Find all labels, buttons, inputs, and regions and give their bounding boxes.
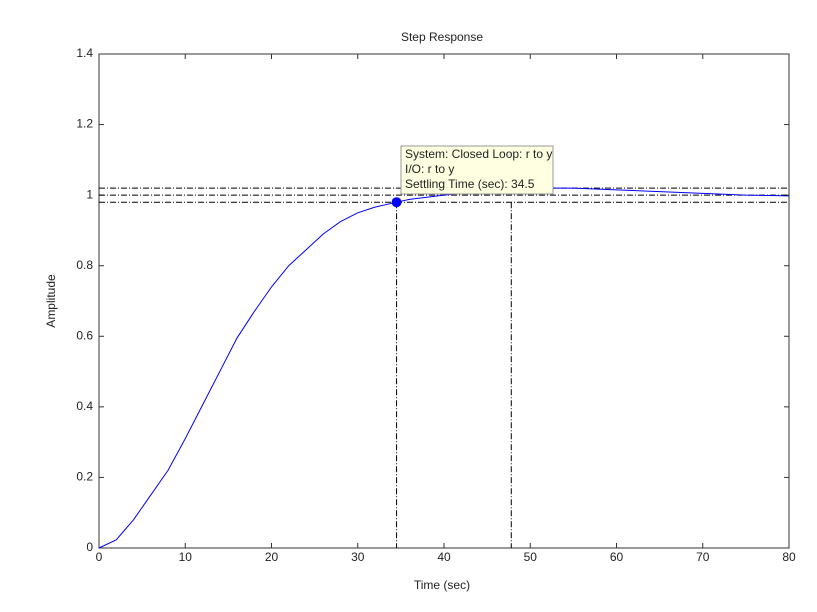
y-tick-label: 1.4 <box>76 46 93 60</box>
x-tick-label: 60 <box>610 550 624 564</box>
y-tick-label: 0.8 <box>76 258 93 272</box>
data-tip-text: Settling Time (sec): 34.5 <box>405 177 535 191</box>
x-tick-label: 30 <box>351 550 365 564</box>
data-tip-box <box>400 145 554 195</box>
x-tick-label: 70 <box>696 550 710 564</box>
chart-title: Step Response <box>401 30 483 44</box>
x-axis-label: Time (sec) <box>414 578 470 592</box>
y-tick-label: 0.6 <box>76 328 93 342</box>
x-tick-label: 40 <box>437 550 451 564</box>
x-tick-label: 50 <box>524 550 538 564</box>
y-tick-label: 1.2 <box>76 117 93 131</box>
settling-marker <box>391 197 402 208</box>
x-tick-label: 10 <box>179 550 193 564</box>
y-axis-label: Amplitude <box>44 274 58 328</box>
y-tick-label: 0.2 <box>76 470 93 484</box>
x-tick-label: 80 <box>782 550 796 564</box>
plot-area <box>98 53 790 549</box>
y-tick-label: 0.4 <box>76 399 93 413</box>
data-tip-text: System: Closed Loop: r to y <box>405 147 552 161</box>
x-tick-label: 0 <box>96 550 103 564</box>
y-tick-label: 1 <box>86 187 93 201</box>
data-tip-text: I/O: r to y <box>405 162 454 176</box>
x-tick-label: 20 <box>265 550 279 564</box>
line-series <box>98 187 790 549</box>
data-tip: System: Closed Loop: r to yI/O: r to ySe… <box>400 145 554 195</box>
y-tick-label: 0 <box>86 540 93 554</box>
